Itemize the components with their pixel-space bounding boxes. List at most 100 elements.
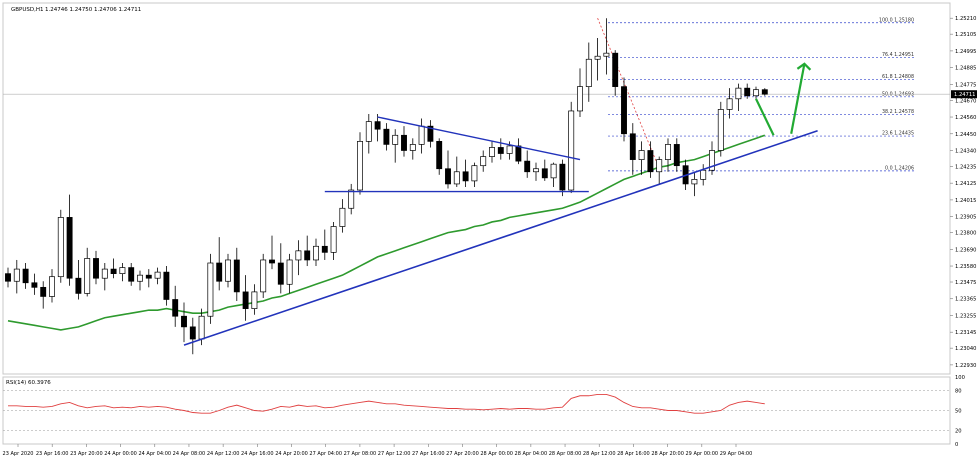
fib-level-label: 0.0 1.24206 [885, 165, 914, 171]
current-price-label: 1.24711 [954, 92, 975, 98]
candle-body-bear [40, 286, 47, 297]
candle-body-bear [612, 52, 619, 87]
rsi-axis-label: 100 [955, 375, 965, 381]
candle-body-bull [286, 259, 293, 285]
candle-body-bear [233, 259, 240, 293]
candle-body-bull [735, 87, 742, 100]
price-axis-label: 1.24995 [955, 49, 976, 55]
candle-body-bear [75, 277, 82, 294]
price-axis-label: 1.24560 [955, 115, 976, 121]
price-axis-label: 1.23040 [955, 346, 976, 352]
candle-body-bear [374, 121, 381, 130]
candle-body-bear [673, 144, 680, 167]
price-axis-label: 1.23475 [955, 280, 976, 286]
candle-body-bull [365, 121, 372, 142]
candle-body-bull [409, 144, 416, 151]
candle-body-bear [93, 258, 99, 279]
candle-body-bull [533, 168, 539, 173]
candle-body-bear [462, 171, 469, 182]
trendlines [183, 62, 818, 346]
retracement-projection-line [597, 18, 660, 169]
candle-body-bull [717, 109, 724, 151]
price-axis-label: 1.24885 [955, 66, 976, 72]
moving-average [7, 134, 766, 331]
candle-body-bear [621, 86, 627, 135]
time-axis-label: 24 Apr 20:00 [275, 451, 308, 457]
fib-level-label: 100.0 1.25180 [879, 17, 914, 23]
time-axis-label: 27 Apr 04:00 [309, 451, 342, 457]
rsi-label: RSI(14) 60.3976 [6, 380, 51, 386]
ascending-support-trendline [183, 129, 818, 346]
candle-body-bear [515, 145, 522, 162]
rsi-axis-label: 20 [955, 429, 962, 435]
price-axis-label: 1.25210 [955, 16, 976, 22]
candle-body-bear [189, 326, 196, 340]
candle-body-bull [638, 150, 645, 160]
candle-body-bear [163, 271, 170, 300]
candle-body-bear [269, 259, 275, 264]
price-axis-label: 1.23905 [955, 215, 976, 221]
candle-body-bear [445, 168, 451, 185]
price-axis-label: 1.24125 [955, 181, 976, 187]
candle-body-bull [568, 110, 575, 191]
candle-body-bull [506, 145, 513, 154]
candle-body-bear [110, 268, 117, 274]
candle-body-bull [330, 226, 337, 253]
candle-body-bull [726, 98, 733, 110]
candle-body-bull [594, 55, 601, 60]
ma-line [7, 134, 766, 331]
chart-symbol-label: GBPUSD,H1 [11, 7, 44, 13]
candle-body-bull [137, 274, 143, 282]
candle-body-bull [207, 262, 214, 317]
candle-body-bull [753, 89, 759, 97]
time-axis-label: 29 Apr 04:00 [720, 451, 753, 457]
candle-body-bear [66, 217, 73, 279]
candle-body-bear [629, 133, 636, 160]
candle-body-bull [471, 165, 478, 182]
price-axis-label: 1.24775 [955, 82, 976, 88]
price-axis-label: 1.22930 [955, 363, 976, 369]
chart-ohlc-text: 1.24746 1.24750 1.24706 1.24711 [45, 7, 141, 13]
time-axis-label: 23 Apr 16:00 [36, 451, 69, 457]
candle-body-bull [339, 207, 346, 227]
time-axis-label: 27 Apr 12:00 [378, 451, 411, 457]
forecast-up-arrow [790, 63, 806, 134]
candle-body-bull [392, 134, 399, 145]
rsi-axis-label: 50 [955, 409, 962, 415]
forecast-up-arrowhead [796, 62, 812, 71]
fib-level-label: 38.2 1.24578 [882, 109, 914, 115]
triangle-upper-line [377, 116, 581, 161]
candle-body-bear [383, 128, 390, 145]
candle-body-bull [101, 268, 108, 279]
time-axis-label: 23 Apr 2020 [3, 451, 34, 457]
candle-body-bull [700, 169, 707, 180]
candle-body-bear [216, 262, 223, 282]
candle-body-bull [84, 258, 91, 294]
candle-body-bull [225, 259, 231, 282]
candle-body-bear [321, 245, 328, 253]
time-axis-label: 24 Apr 16:00 [241, 451, 274, 457]
candles [5, 18, 768, 355]
rsi-axis-label: 0 [955, 442, 958, 448]
candle-body-bull [665, 144, 671, 160]
rsi-axis-label: 80 [955, 388, 962, 394]
price-axis-label: 1.24450 [955, 132, 976, 138]
time-axis-label: 24 Apr 04:00 [138, 451, 171, 457]
candle-body-bear [401, 134, 407, 151]
time-axis-label: 27 Apr 20:00 [446, 451, 479, 457]
candle-body-bear [128, 267, 135, 282]
price-axis-label: 1.24015 [955, 198, 976, 204]
candle-body-bull [57, 217, 64, 278]
candle-body-bear [524, 160, 531, 173]
candle-body-bull [418, 125, 425, 145]
candle-body-bear [497, 147, 504, 154]
candle-body-bull [13, 268, 20, 282]
candle-body-bull [198, 315, 205, 340]
price-axis-label: 1.24670 [955, 98, 976, 104]
candle-body-bull [251, 291, 258, 309]
candle-body-bear [181, 315, 187, 328]
time-axis-label: 28 Apr 00:00 [480, 451, 513, 457]
price-panel [2, 2, 951, 375]
candle-body-bull [709, 150, 715, 171]
